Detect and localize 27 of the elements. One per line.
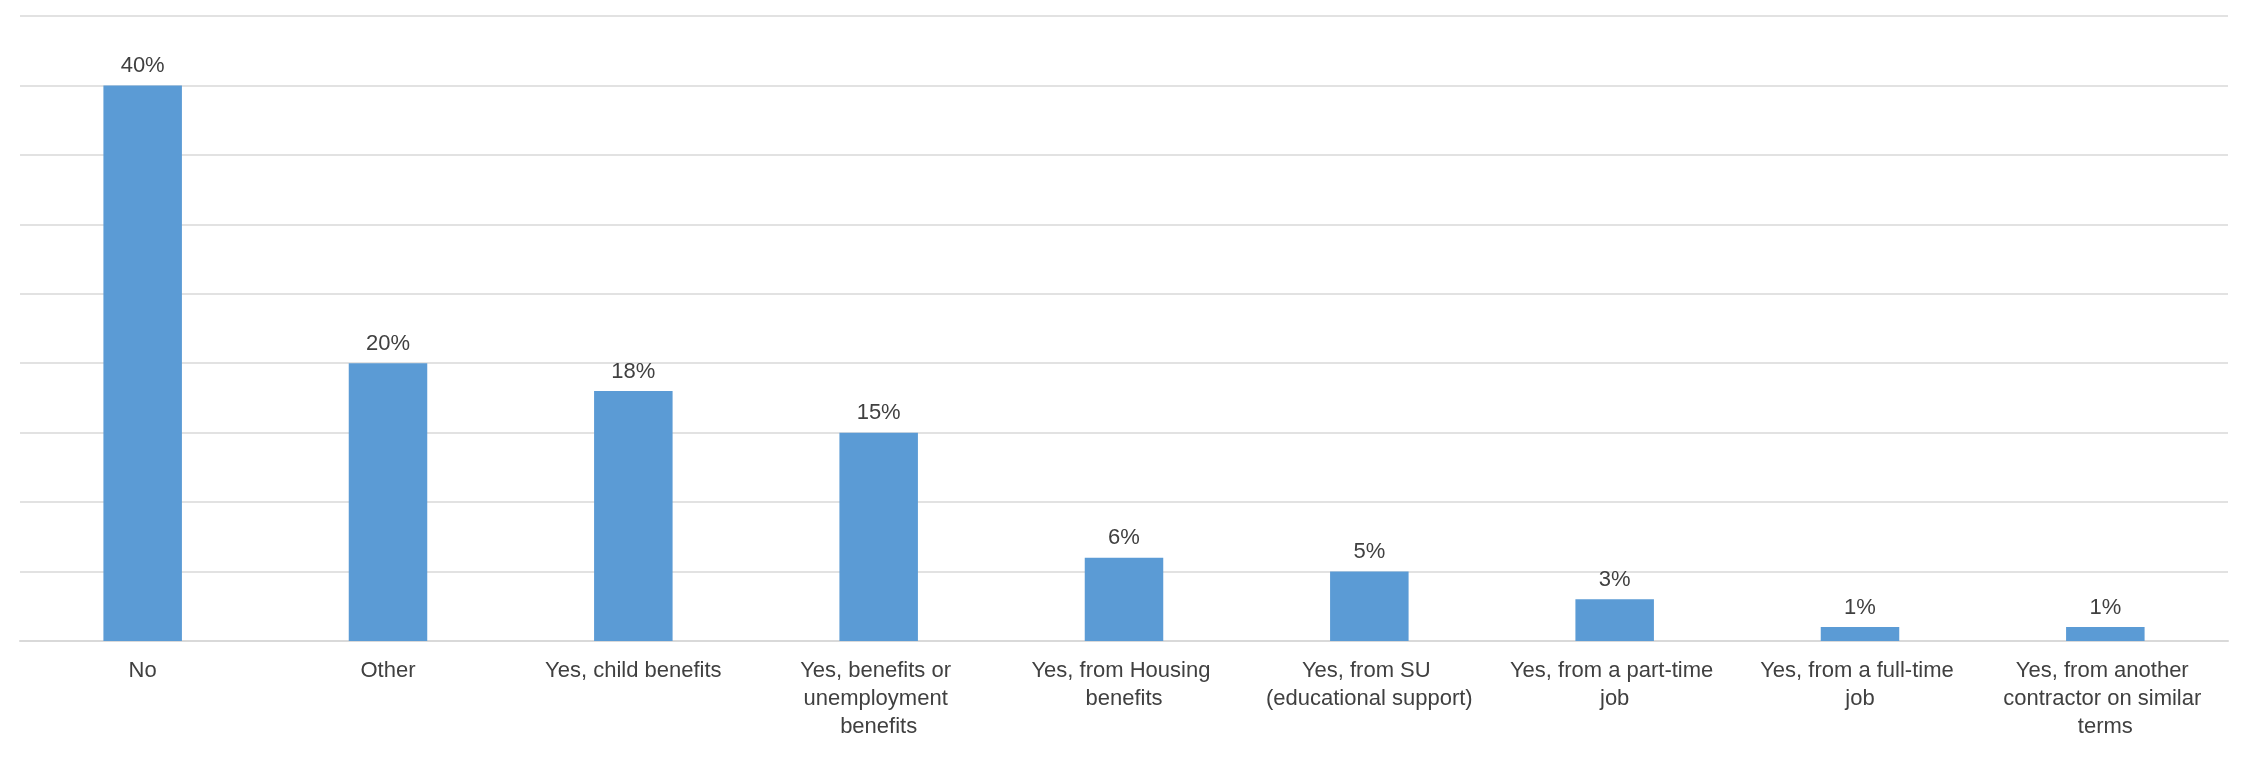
bar [1330, 571, 1409, 641]
x-tick-label: Yes, from Housing benefits [1031, 656, 1217, 710]
bar [594, 391, 673, 641]
x-tick-label: Yes, child benefits [545, 656, 722, 682]
data-label: 40% [120, 51, 165, 77]
bar [1084, 557, 1164, 641]
data-label: 15% [856, 399, 901, 425]
data-label: 1% [1844, 593, 1876, 619]
data-label: 6% [1108, 524, 1140, 550]
bar [839, 432, 918, 641]
data-label: 5% [1353, 538, 1386, 564]
bar [2066, 627, 2145, 641]
data-label: 20% [365, 329, 411, 355]
bar [103, 85, 182, 641]
bar [348, 363, 428, 641]
x-tick-label: Yes, from a full-time job [1760, 656, 1960, 710]
data-label: 1% [2089, 593, 2122, 619]
x-tick-label: Yes, from a part-time job [1509, 656, 1720, 710]
bar [1575, 599, 1654, 641]
bar [1820, 627, 1900, 641]
x-tick-label: Yes, benefits or unemployment benefits [800, 656, 958, 738]
data-label: 18% [611, 357, 656, 383]
x-tick-label: Other [360, 656, 416, 682]
x-tick-label: Yes, from SU (educational support) [1265, 656, 1473, 710]
x-tick-label: Yes, from another contractor on similar terms [2003, 656, 2208, 738]
data-label: 3% [1598, 565, 1631, 591]
x-tick-label: No [128, 656, 157, 682]
